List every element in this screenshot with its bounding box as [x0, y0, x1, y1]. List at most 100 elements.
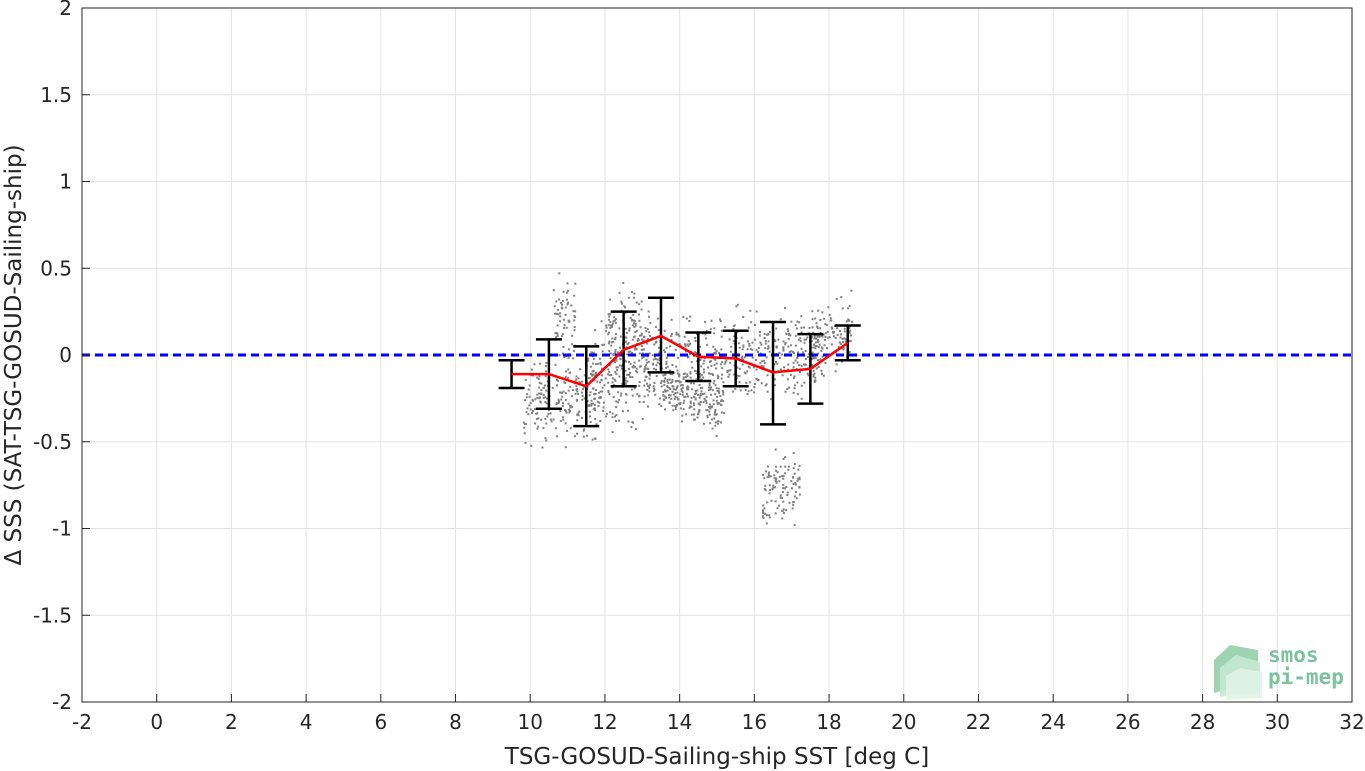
scatter-point [732, 339, 735, 342]
scatter-point [563, 327, 566, 330]
scatter-point [590, 404, 593, 407]
scatter-point [678, 343, 681, 346]
scatter-point [762, 365, 765, 368]
scatter-point [655, 364, 658, 367]
scatter-point [811, 355, 814, 358]
y-tick-label: 1 [59, 170, 72, 194]
scatter-point [705, 337, 708, 340]
scatter-point [744, 372, 747, 375]
scatter-point [690, 405, 693, 408]
scatter-point [618, 327, 621, 330]
scatter-point [827, 306, 830, 309]
scatter-point [797, 338, 800, 341]
scatter-point [624, 306, 627, 309]
scatter-point [588, 394, 591, 397]
scatter-point [546, 415, 549, 418]
scatter-point [614, 371, 617, 374]
scatter-point [694, 389, 697, 392]
scatter-point [715, 350, 718, 353]
scatter-point [796, 477, 799, 480]
y-tick-label: -0.5 [33, 430, 72, 454]
scatter-point [706, 343, 709, 346]
scatter-point [537, 425, 540, 428]
scatter-point [607, 391, 610, 394]
scatter-point [672, 388, 675, 391]
scatter-point [564, 399, 567, 402]
scatter-point [593, 379, 596, 382]
scatter-point [690, 413, 693, 416]
scatter-point [614, 336, 617, 339]
scatter-point [756, 379, 759, 382]
scatter-point [797, 468, 800, 471]
scatter-point [649, 383, 652, 386]
scatter-point [624, 327, 627, 330]
scatter-point [682, 376, 685, 379]
scatter-point [677, 333, 680, 336]
scatter-point [831, 330, 834, 333]
scatter-point [562, 418, 565, 421]
scatter-point [835, 298, 838, 301]
scatter-point [775, 345, 778, 348]
scatter-point [786, 491, 789, 494]
scatter-point [594, 373, 597, 376]
scatter-point [592, 402, 595, 405]
scatter-point [610, 344, 613, 347]
scatter-point [786, 493, 789, 496]
scatter-point [602, 401, 605, 404]
scatter-point [847, 307, 850, 310]
scatter-point [566, 430, 569, 433]
scatter-point [717, 351, 720, 354]
scatter-point [658, 351, 661, 354]
scatter-point [638, 401, 641, 404]
scatter-point [711, 389, 714, 392]
scatter-point [718, 391, 721, 394]
scatter-point [778, 475, 781, 478]
scatter-point [555, 384, 558, 387]
x-tick-label: 4 [300, 710, 313, 734]
scatter-point [707, 406, 710, 409]
scatter-point [627, 367, 630, 370]
scatter-point [638, 384, 641, 387]
scatter-point [791, 476, 794, 479]
scatter-point [611, 412, 614, 415]
scatter-point [576, 399, 579, 402]
scatter-point [791, 350, 794, 353]
scatter-point [714, 352, 717, 355]
scatter-point [605, 330, 608, 333]
scatter-point [672, 393, 675, 396]
scatter-point [806, 355, 809, 358]
scatter-point [635, 367, 638, 370]
scatter-point [587, 357, 590, 360]
scatter-point [628, 373, 631, 376]
scatter-point [558, 400, 561, 403]
scatter-point [525, 411, 528, 414]
scatter-point [607, 373, 610, 376]
scatter-point [772, 486, 775, 489]
scatter-point [536, 393, 539, 396]
scatter-point [567, 301, 570, 304]
scatter-point [788, 386, 791, 389]
scatter-point [560, 398, 563, 401]
scatter-point [522, 421, 525, 424]
scatter-point [737, 342, 740, 345]
scatter-point [683, 343, 686, 346]
scatter-point [610, 341, 613, 344]
scatter-point [742, 345, 745, 348]
scatter-point [614, 350, 617, 353]
scatter-point [682, 408, 685, 411]
scatter-point [675, 404, 678, 407]
scatter-point [547, 409, 550, 412]
scatter-point [792, 500, 795, 503]
scatter-point [697, 402, 700, 405]
scatter-point [767, 333, 770, 336]
scatter-point [798, 364, 801, 367]
scatter-point [540, 392, 543, 395]
scatter-point [740, 357, 743, 360]
scatter-point [824, 323, 827, 326]
scatter-point [815, 367, 818, 370]
scatter-point [646, 342, 649, 345]
scatter-point [627, 342, 630, 345]
scatter-point [562, 390, 565, 393]
scatter-point [716, 390, 719, 393]
scatter-point [749, 348, 752, 351]
